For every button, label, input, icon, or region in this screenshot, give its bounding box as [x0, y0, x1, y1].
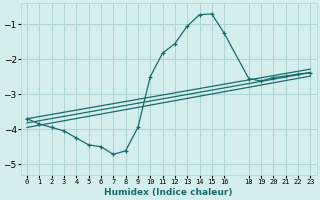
X-axis label: Humidex (Indice chaleur): Humidex (Indice chaleur): [104, 188, 233, 197]
